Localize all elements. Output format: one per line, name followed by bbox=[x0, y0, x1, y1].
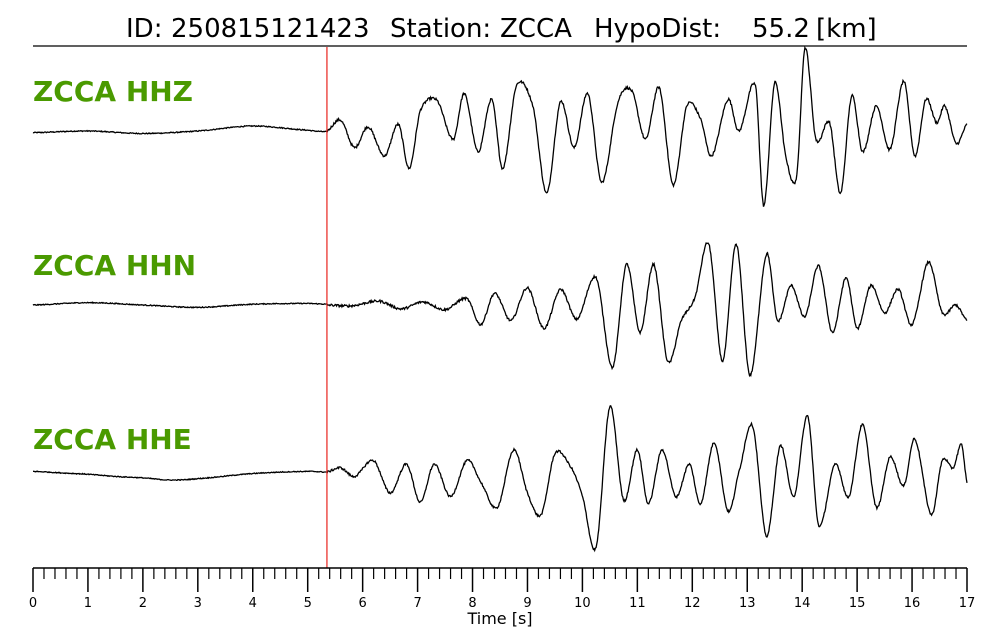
trace-label-hhe: ZCCA HHE bbox=[33, 423, 192, 456]
tick-label-2: 2 bbox=[139, 596, 147, 611]
waveform-trace-hhe bbox=[33, 404, 968, 553]
traces-group bbox=[32, 45, 968, 553]
hypodist-unit: [km] bbox=[816, 14, 877, 44]
tick-label-7: 7 bbox=[413, 596, 421, 611]
trace-label-hhn: ZCCA HHN bbox=[33, 249, 196, 282]
tick-label-5: 5 bbox=[304, 596, 312, 611]
tick-label-15: 15 bbox=[849, 596, 866, 611]
waveform-trace-hhz bbox=[32, 45, 968, 207]
tick-label-13: 13 bbox=[739, 596, 756, 611]
tick-label-1: 1 bbox=[84, 596, 92, 611]
tick-label-17: 17 bbox=[959, 596, 976, 611]
trace-label-hhz: ZCCA HHZ bbox=[33, 75, 193, 108]
tick-label-8: 8 bbox=[468, 596, 476, 611]
tick-label-12: 12 bbox=[684, 596, 701, 611]
time-axis: 0 1 2 3 4 5 6 7 8 9 10 11 12 13 14 15 16 17 bbox=[29, 567, 976, 611]
waveform-trace-hhn bbox=[32, 242, 968, 378]
tick-label-11: 11 bbox=[629, 596, 646, 611]
figure-title: ID: 250815121423 Station: ZCCA HypoDist:… bbox=[126, 14, 877, 44]
tick-label-14: 14 bbox=[794, 596, 811, 611]
event-id-label: ID: bbox=[126, 14, 162, 44]
tick-label-10: 10 bbox=[574, 596, 591, 611]
tick-label-0: 0 bbox=[29, 596, 37, 611]
tick-label-3: 3 bbox=[194, 596, 202, 611]
event-id-value: 250815121423 bbox=[171, 14, 370, 44]
station-label: Station: bbox=[390, 14, 491, 44]
tick-label-9: 9 bbox=[523, 596, 531, 611]
tick-label-6: 6 bbox=[359, 596, 367, 611]
station-value: ZCCA bbox=[500, 14, 572, 44]
time-axis-label: Time [s] bbox=[466, 609, 532, 628]
tick-label-4: 4 bbox=[249, 596, 257, 611]
tick-label-16: 16 bbox=[904, 596, 921, 611]
hypodist-label: HypoDist: bbox=[594, 14, 721, 44]
hypodist-value: 55.2 bbox=[752, 14, 810, 44]
